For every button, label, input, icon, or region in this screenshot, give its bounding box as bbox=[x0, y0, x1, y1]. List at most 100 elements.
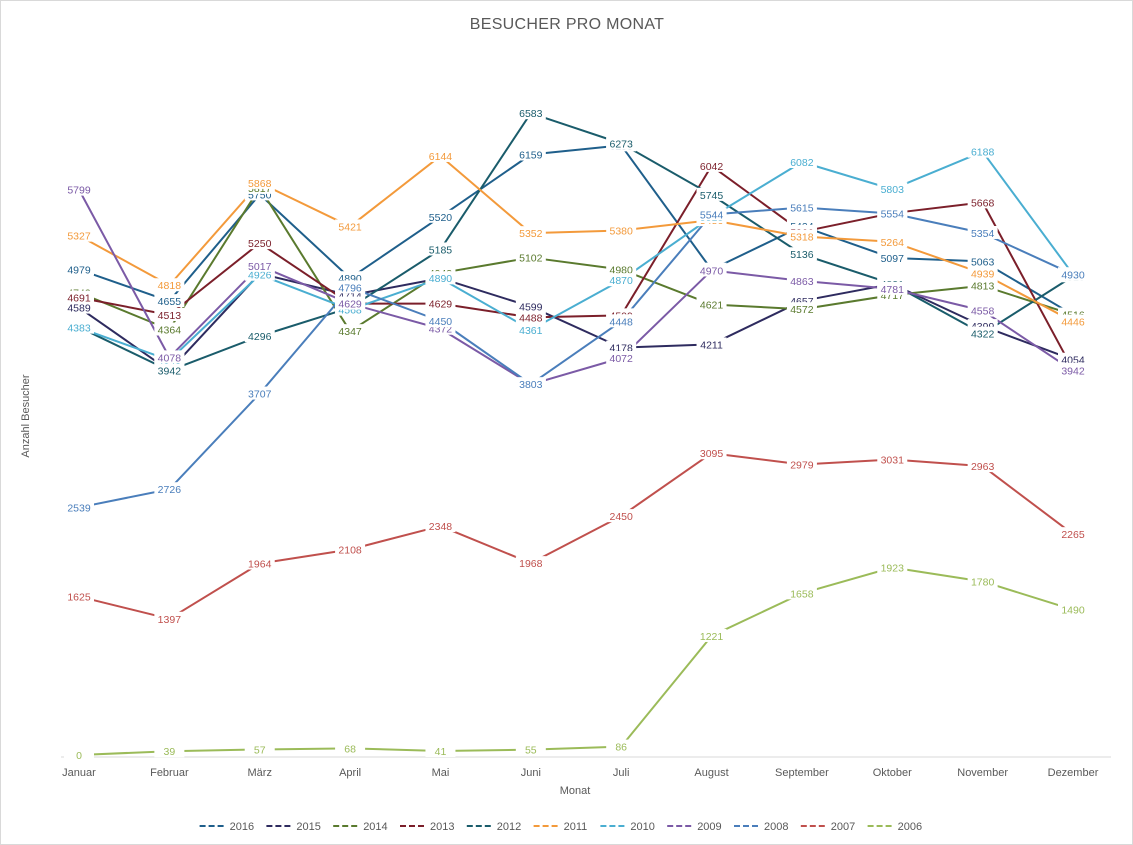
data-label-bg bbox=[786, 247, 817, 261]
x-tick-label: März bbox=[248, 767, 272, 779]
data-label-2011: 4939 bbox=[971, 268, 995, 280]
data-label-2008: 3803 bbox=[519, 379, 543, 391]
data-label-bg bbox=[1058, 314, 1088, 328]
data-label-bg bbox=[154, 350, 185, 364]
data-label-bg bbox=[515, 742, 546, 756]
data-label-2016: 4979 bbox=[67, 265, 91, 277]
data-label-2011: 6144 bbox=[429, 151, 453, 163]
data-label-bg bbox=[515, 250, 546, 264]
legend-label-2011: 2011 bbox=[564, 821, 588, 833]
data-label-bg bbox=[425, 296, 456, 310]
series-line-2015 bbox=[78, 272, 1074, 372]
data-label-bg bbox=[515, 226, 546, 240]
data-label-bg bbox=[1058, 352, 1088, 366]
data-label-bg bbox=[877, 206, 908, 220]
data-label-2006: 1490 bbox=[1061, 605, 1085, 617]
data-label-bg bbox=[696, 158, 727, 172]
legend-label-2007: 2007 bbox=[831, 821, 855, 833]
data-label-bg bbox=[696, 337, 727, 351]
data-label-2013: 5668 bbox=[971, 197, 995, 209]
data-label-2013: 4629 bbox=[429, 299, 453, 311]
data-label-bg bbox=[696, 263, 727, 277]
data-label-2015: 4589 bbox=[67, 303, 91, 315]
data-label-2011: 5318 bbox=[790, 231, 814, 243]
data-label-2006: 1221 bbox=[700, 631, 724, 643]
data-label-2011: 5868 bbox=[248, 178, 272, 190]
data-label-2011: 4446 bbox=[1061, 317, 1085, 329]
data-label-2014: 5102 bbox=[519, 253, 543, 265]
data-label-bg bbox=[786, 586, 817, 600]
data-label-bg bbox=[154, 363, 185, 377]
data-label-2014: 4572 bbox=[790, 304, 814, 316]
data-label-2013: 4513 bbox=[158, 310, 182, 322]
data-label-2013: 4488 bbox=[519, 312, 543, 324]
data-label-bg bbox=[967, 326, 998, 340]
data-label-bg bbox=[335, 542, 366, 556]
data-label-bg bbox=[154, 611, 185, 625]
data-label-2008: 2539 bbox=[67, 502, 91, 514]
series-line-2006 bbox=[78, 566, 1074, 756]
data-label-bg bbox=[64, 589, 94, 603]
x-tick-label: September bbox=[775, 767, 829, 779]
data-label-2007: 2963 bbox=[971, 461, 995, 473]
data-label-bg bbox=[696, 628, 727, 642]
data-label-2006: 68 bbox=[344, 743, 356, 755]
chart-title: BESUCHER PRO MONAT bbox=[470, 16, 664, 33]
data-label-bg bbox=[515, 556, 546, 570]
data-label-bg bbox=[154, 482, 185, 496]
data-label-2012: 3942 bbox=[158, 366, 182, 378]
data-label-2011: 5264 bbox=[881, 237, 905, 249]
data-label-2007: 1397 bbox=[158, 614, 182, 626]
data-label-bg bbox=[335, 280, 366, 294]
data-label-bg bbox=[515, 377, 546, 391]
data-label-bg bbox=[606, 314, 637, 328]
data-label-2008: 4796 bbox=[338, 282, 362, 294]
data-label-2009: 4558 bbox=[971, 306, 995, 318]
legend-label-2012: 2012 bbox=[497, 821, 521, 833]
data-label-bg bbox=[244, 258, 275, 272]
data-label-2007: 3031 bbox=[881, 454, 905, 466]
data-label-2007: 2979 bbox=[790, 460, 814, 472]
data-label-2007: 1964 bbox=[248, 559, 272, 571]
series-line-2012 bbox=[78, 112, 1074, 372]
data-label-bg bbox=[515, 310, 546, 324]
data-label-2011: 5380 bbox=[610, 225, 634, 237]
data-label-2011: 5352 bbox=[519, 228, 543, 240]
data-label-2010: 6188 bbox=[971, 147, 995, 159]
data-label-2016: 5097 bbox=[881, 253, 905, 265]
data-label-bg bbox=[335, 219, 366, 233]
data-label-2008: 5554 bbox=[881, 208, 905, 220]
data-label-2006: 1658 bbox=[790, 588, 814, 600]
x-axis-ticks: Januar Februar März April Mai Juni Juli August S… bbox=[62, 767, 1099, 779]
data-label-bg bbox=[1058, 267, 1088, 281]
data-label-bg bbox=[244, 329, 275, 343]
x-axis-label: Monat bbox=[560, 785, 591, 797]
data-label-bg bbox=[64, 320, 94, 334]
data-label-2009: 5017 bbox=[248, 261, 272, 273]
data-label-2011: 5421 bbox=[338, 221, 362, 233]
data-label-bg bbox=[64, 182, 94, 196]
data-label-bg bbox=[606, 739, 637, 753]
data-label-2006: 57 bbox=[254, 744, 266, 756]
series-line-2013 bbox=[78, 164, 1074, 371]
data-label-2012: 4296 bbox=[248, 331, 272, 343]
data-label-bg bbox=[967, 303, 998, 317]
y-axis-label: Anzahl Besucher bbox=[20, 374, 32, 457]
data-label-2006: 86 bbox=[615, 742, 627, 754]
data-label-bg bbox=[967, 574, 998, 588]
data-label-bg bbox=[967, 459, 998, 473]
data-label-2007: 1625 bbox=[67, 592, 91, 604]
data-label-2016: 5520 bbox=[429, 212, 453, 224]
data-label-bg bbox=[154, 744, 185, 758]
data-label-bg bbox=[425, 519, 456, 533]
data-label-2011: 5327 bbox=[67, 231, 91, 243]
data-label-2016: 6159 bbox=[519, 149, 543, 161]
data-label-2009: 5799 bbox=[67, 185, 91, 197]
data-label-bg bbox=[425, 242, 456, 256]
data-label-bg bbox=[877, 251, 908, 265]
data-label-bg bbox=[786, 200, 817, 214]
data-label-2008: 5544 bbox=[700, 209, 724, 221]
data-label-bg bbox=[154, 294, 185, 308]
data-label-2006: 1780 bbox=[971, 576, 995, 588]
